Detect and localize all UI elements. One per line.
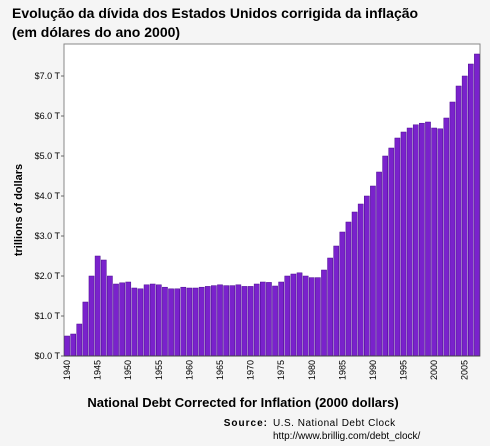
- x-tick-label: 2000: [429, 360, 439, 380]
- x-tick-label: 1985: [337, 360, 347, 380]
- bar: [180, 286, 187, 357]
- bar: [321, 269, 327, 357]
- bar: [425, 121, 431, 357]
- x-axis-label: National Debt Corrected for Inflation (2…: [87, 395, 398, 410]
- bar: [449, 101, 456, 357]
- bar: [76, 323, 83, 357]
- bar: [88, 275, 95, 357]
- source-name: U.S. National Debt Clock: [273, 418, 396, 429]
- bar: [247, 286, 254, 357]
- x-tick-label: 1950: [123, 360, 133, 380]
- x-tick-label: 1995: [399, 360, 409, 380]
- bar: [70, 333, 76, 357]
- bar: [168, 288, 174, 357]
- bar: [455, 85, 462, 357]
- bar: [100, 259, 107, 357]
- bar: [315, 277, 321, 357]
- bar: [290, 273, 297, 357]
- bar: [223, 285, 229, 357]
- bar: [149, 283, 156, 357]
- bar: [296, 272, 303, 357]
- bar: [113, 283, 119, 357]
- x-tick-label: 1990: [368, 360, 378, 380]
- x-tick-label: 1965: [215, 360, 225, 380]
- bar: [204, 286, 211, 357]
- bar: [431, 127, 437, 357]
- bar: [198, 286, 205, 357]
- bar: [235, 284, 242, 357]
- bar: [278, 281, 284, 357]
- bar: [443, 117, 450, 357]
- bar: [412, 124, 419, 357]
- bar: [260, 281, 266, 357]
- x-tick-label: 1945: [93, 360, 103, 380]
- bar: [382, 155, 388, 357]
- bar: [266, 282, 272, 357]
- y-tick-label: $0.0 T: [35, 351, 61, 361]
- chart-subtitle: (em dólares do ano 2000): [12, 24, 180, 40]
- bar: [125, 281, 132, 357]
- bar: [186, 287, 193, 357]
- bar: [461, 75, 468, 357]
- bar: [351, 211, 358, 357]
- y-tick-label: $7.0 T: [35, 71, 61, 81]
- bar: [406, 127, 413, 357]
- bar: [388, 147, 395, 357]
- bar: [357, 203, 364, 357]
- y-tick-label: $1.0 T: [35, 311, 61, 321]
- bar: [272, 285, 278, 357]
- bar: [217, 284, 223, 357]
- source-url: http://www.brillig.com/debt_clock/: [273, 431, 421, 442]
- bar: [162, 286, 168, 357]
- y-tick-label: $6.0 T: [35, 111, 61, 121]
- bar: [376, 171, 382, 357]
- bar: [143, 284, 150, 357]
- x-tick-label: 1975: [276, 360, 286, 380]
- bar: [468, 63, 474, 357]
- bar: [156, 284, 162, 357]
- bar: [131, 287, 138, 357]
- x-tick-label: 2005: [460, 360, 470, 380]
- y-tick-label: $3.0 T: [35, 231, 61, 241]
- y-tick-label: $2.0 T: [35, 271, 61, 281]
- y-axis-label: trillions of dollars: [13, 164, 25, 256]
- x-tick-label: 1940: [62, 360, 72, 380]
- bar: [345, 221, 352, 357]
- bar: [174, 288, 180, 357]
- bar: [253, 283, 260, 357]
- bar: [119, 282, 125, 357]
- bar: [137, 288, 144, 357]
- bar: [400, 131, 407, 357]
- x-tick-label: 1960: [184, 360, 194, 380]
- bar: [308, 277, 315, 357]
- bar: [284, 275, 291, 357]
- bar: [107, 275, 113, 357]
- bar: [327, 257, 333, 357]
- bar: [211, 285, 217, 357]
- bar: [241, 286, 248, 357]
- x-tick-label: 1970: [246, 360, 256, 380]
- x-tick-label: 1980: [307, 360, 317, 380]
- bar: [302, 275, 309, 357]
- y-tick-label: $5.0 T: [35, 151, 61, 161]
- bar: [94, 255, 101, 357]
- bar: [394, 137, 401, 357]
- y-tick-label: $4.0 T: [35, 191, 61, 201]
- bar: [229, 285, 236, 357]
- bar: [364, 195, 370, 357]
- bar: [370, 185, 376, 357]
- x-tick-label: 1955: [154, 360, 164, 380]
- bar: [437, 128, 444, 357]
- bar: [192, 287, 199, 357]
- bar: [64, 335, 70, 357]
- chart-title: Evolução da dívida dos Estados Unidos co…: [12, 5, 418, 21]
- bar: [419, 122, 425, 357]
- bar: [474, 53, 480, 357]
- bar: [339, 231, 346, 357]
- source-label: Source:: [224, 418, 268, 429]
- bar: [333, 245, 340, 357]
- bar: [82, 301, 89, 357]
